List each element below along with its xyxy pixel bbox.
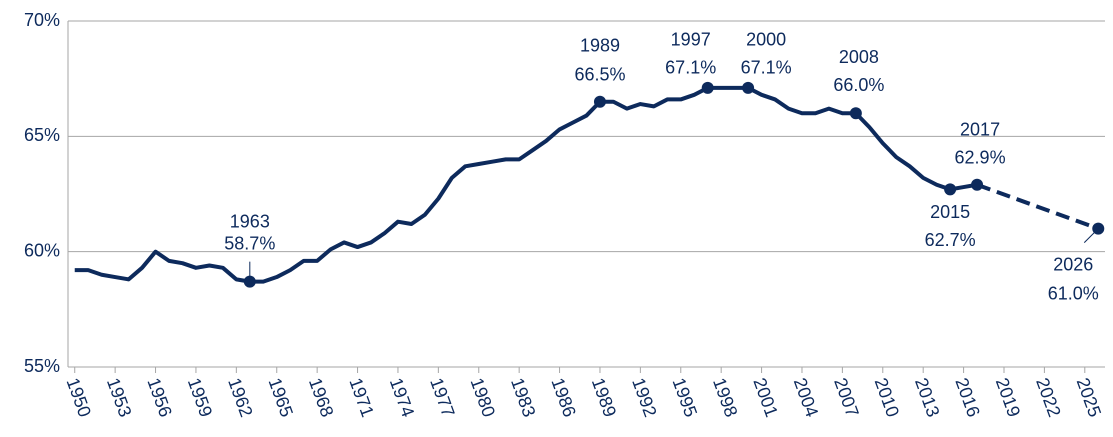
line-series — [976, 182, 1099, 231]
x-tick-label: 1989 — [588, 375, 620, 419]
annotation-year: 2015 — [930, 202, 970, 222]
annotation-value: 67.1% — [665, 58, 716, 78]
y-tick-label: 60% — [24, 240, 60, 260]
annotation-value: 67.1% — [741, 58, 792, 78]
annotation-year: 2026 — [1053, 254, 1093, 274]
y-tick-label: 70% — [24, 10, 60, 30]
annotation-value: 66.5% — [574, 64, 625, 84]
x-tick-label: 2019 — [992, 375, 1024, 419]
x-tick-label: 1995 — [669, 375, 701, 419]
x-tick-label: 2007 — [830, 375, 862, 419]
x-tick-label: 1956 — [143, 375, 175, 419]
x-tick-label: 1992 — [628, 375, 660, 419]
annotation-year: 2017 — [960, 120, 1000, 140]
point-marker — [971, 178, 984, 191]
x-tick-label: 1950 — [63, 375, 95, 419]
x-tick-label: 1971 — [345, 375, 377, 419]
x-tick-label: 1977 — [426, 375, 458, 419]
point-marker — [944, 183, 957, 196]
annotation-value: 66.0% — [833, 75, 884, 95]
x-tick-label: 1986 — [547, 375, 579, 419]
x-tick-label: 1974 — [386, 375, 418, 419]
x-tick-label: 1980 — [467, 375, 499, 419]
x-tick-label: 2016 — [951, 375, 983, 419]
annotation-year: 2000 — [746, 30, 786, 50]
annotation-year: 2008 — [839, 47, 879, 67]
x-tick-label: 2025 — [1073, 375, 1105, 419]
x-tick-label: 1983 — [507, 375, 539, 419]
point-marker — [593, 95, 606, 108]
annotation-year: 1963 — [230, 211, 270, 231]
x-tick-label: 1998 — [709, 375, 741, 419]
point-marker — [243, 275, 256, 288]
x-tick-label: 1962 — [224, 375, 256, 419]
x-tick-label: 1968 — [305, 375, 337, 419]
point-marker — [849, 107, 862, 120]
x-tick-label: 1965 — [265, 375, 297, 419]
x-tick-label: 1959 — [184, 375, 216, 419]
x-tick-label: 2001 — [749, 375, 781, 419]
y-tick-label: 55% — [24, 356, 60, 376]
annotation-value: 58.7% — [224, 233, 275, 253]
x-tick-label: 2010 — [871, 375, 903, 419]
point-marker — [742, 81, 755, 94]
y-tick-label: 65% — [24, 125, 60, 145]
annotation-value: 62.7% — [925, 230, 976, 250]
x-tick-label: 2004 — [790, 375, 822, 419]
x-tick-label: 1953 — [103, 375, 135, 419]
line-series — [74, 85, 978, 284]
point-marker — [701, 81, 714, 94]
x-tick-label: 2013 — [911, 375, 943, 419]
annotation-year: 1997 — [671, 30, 711, 50]
annotation-year: 1989 — [580, 35, 620, 55]
annotation-value: 62.9% — [955, 148, 1006, 168]
point-marker — [1092, 222, 1105, 235]
annotation-value: 61.0% — [1048, 283, 1099, 303]
x-tick-label: 2022 — [1032, 375, 1064, 419]
